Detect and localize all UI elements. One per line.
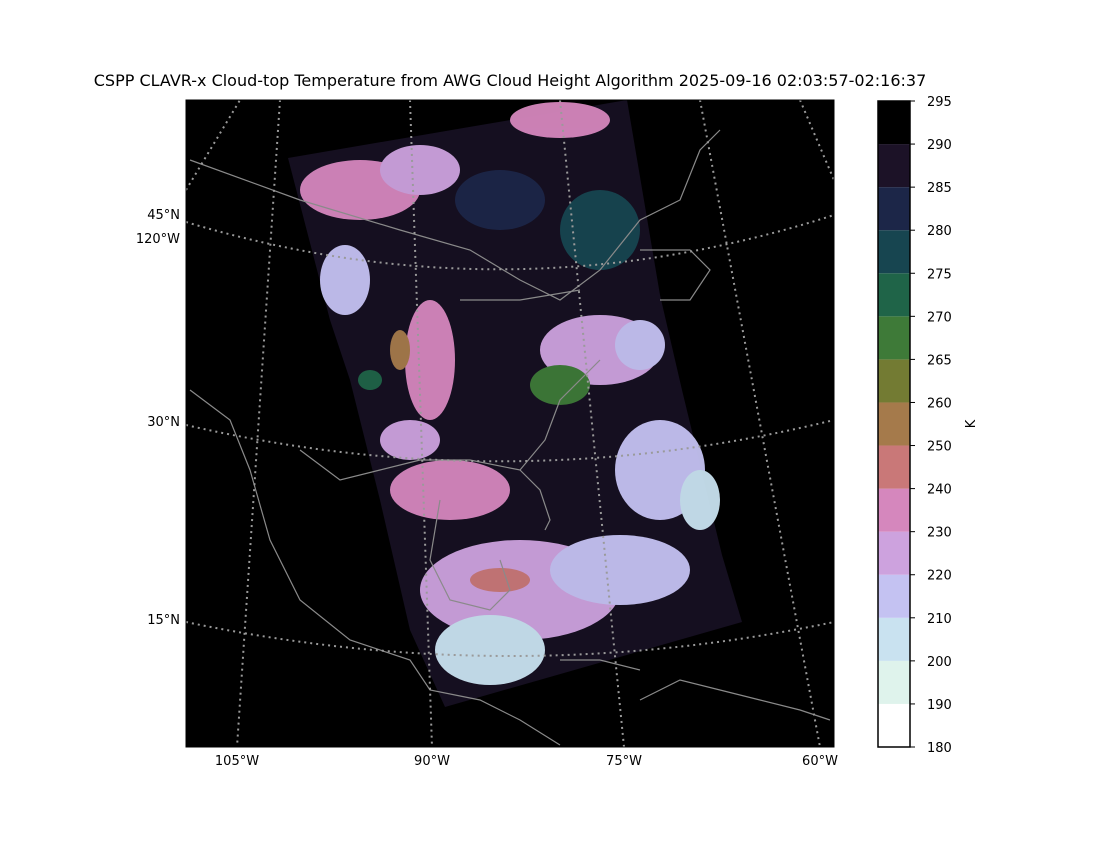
colorbar-tick-label: 190 [927, 698, 952, 713]
colorbar-tick-label: 210 [927, 612, 952, 627]
colorbar-tick-label: 250 [927, 440, 952, 455]
colorbar: 180 190 200 210 220 230 240 250 260 265 270 275 280 2… [877, 95, 952, 756]
colorbar-segment [878, 488, 910, 532]
colorbar-tick-label: 260 [927, 396, 952, 411]
lon-label: 105°W [215, 754, 259, 769]
colorbar-tick-label: 220 [927, 569, 952, 584]
colorbar-tick-label: 275 [927, 267, 952, 282]
colorbar-segment [878, 101, 910, 145]
colorbar-segment [878, 445, 910, 489]
colorbar-segment [878, 703, 910, 747]
colorbar-frame [877, 100, 911, 748]
colorbar-tick-label: 285 [927, 181, 952, 196]
lat-label: 30°N [147, 415, 180, 430]
colorbar-segment [878, 187, 910, 231]
colorbar-segment [878, 144, 910, 188]
colorbar-segment [878, 402, 910, 446]
graticule [186, 100, 834, 747]
colorbar-tick-label: 280 [927, 224, 952, 239]
lon-label: 90°W [414, 754, 450, 769]
map-frame [185, 99, 835, 748]
colorbar-tick-label: 295 [927, 95, 952, 110]
colorbar-tick-label: 265 [927, 353, 952, 368]
colorbar-label: K [964, 419, 979, 428]
colorbar-segment [878, 359, 910, 403]
colorbar-tick-label: 270 [927, 310, 952, 325]
colorbar-segment [878, 574, 910, 618]
colorbar-segment [878, 316, 910, 360]
colorbar-tick-label: 240 [927, 483, 952, 498]
map-title: CSPP CLAVR-x Cloud-top Temperature from … [94, 71, 927, 90]
colorbar-tick-label: 230 [927, 526, 952, 541]
map-panel: 45°N 120°W 30°N 15°N 105°W 90°W 75°W 60°… [136, 99, 838, 769]
cloud-patches [300, 102, 720, 685]
lon-label: 75°W [606, 754, 642, 769]
lat-label: 15°N [147, 613, 180, 628]
colorbar-segment [878, 531, 910, 575]
colorbar-segment [878, 660, 910, 704]
colorbar-segment [878, 273, 910, 317]
colorbar-tick-label: 200 [927, 655, 952, 670]
colorbar-tick-label: 180 [927, 741, 952, 756]
colorbar-segment [878, 617, 910, 661]
coastlines [189, 129, 831, 746]
colorbar-segment [878, 230, 910, 274]
colorbar-tick-label: 290 [927, 138, 952, 153]
lon-label: 60°W [802, 754, 838, 769]
lon-label: 120°W [136, 232, 180, 247]
lat-label: 45°N [147, 208, 180, 223]
